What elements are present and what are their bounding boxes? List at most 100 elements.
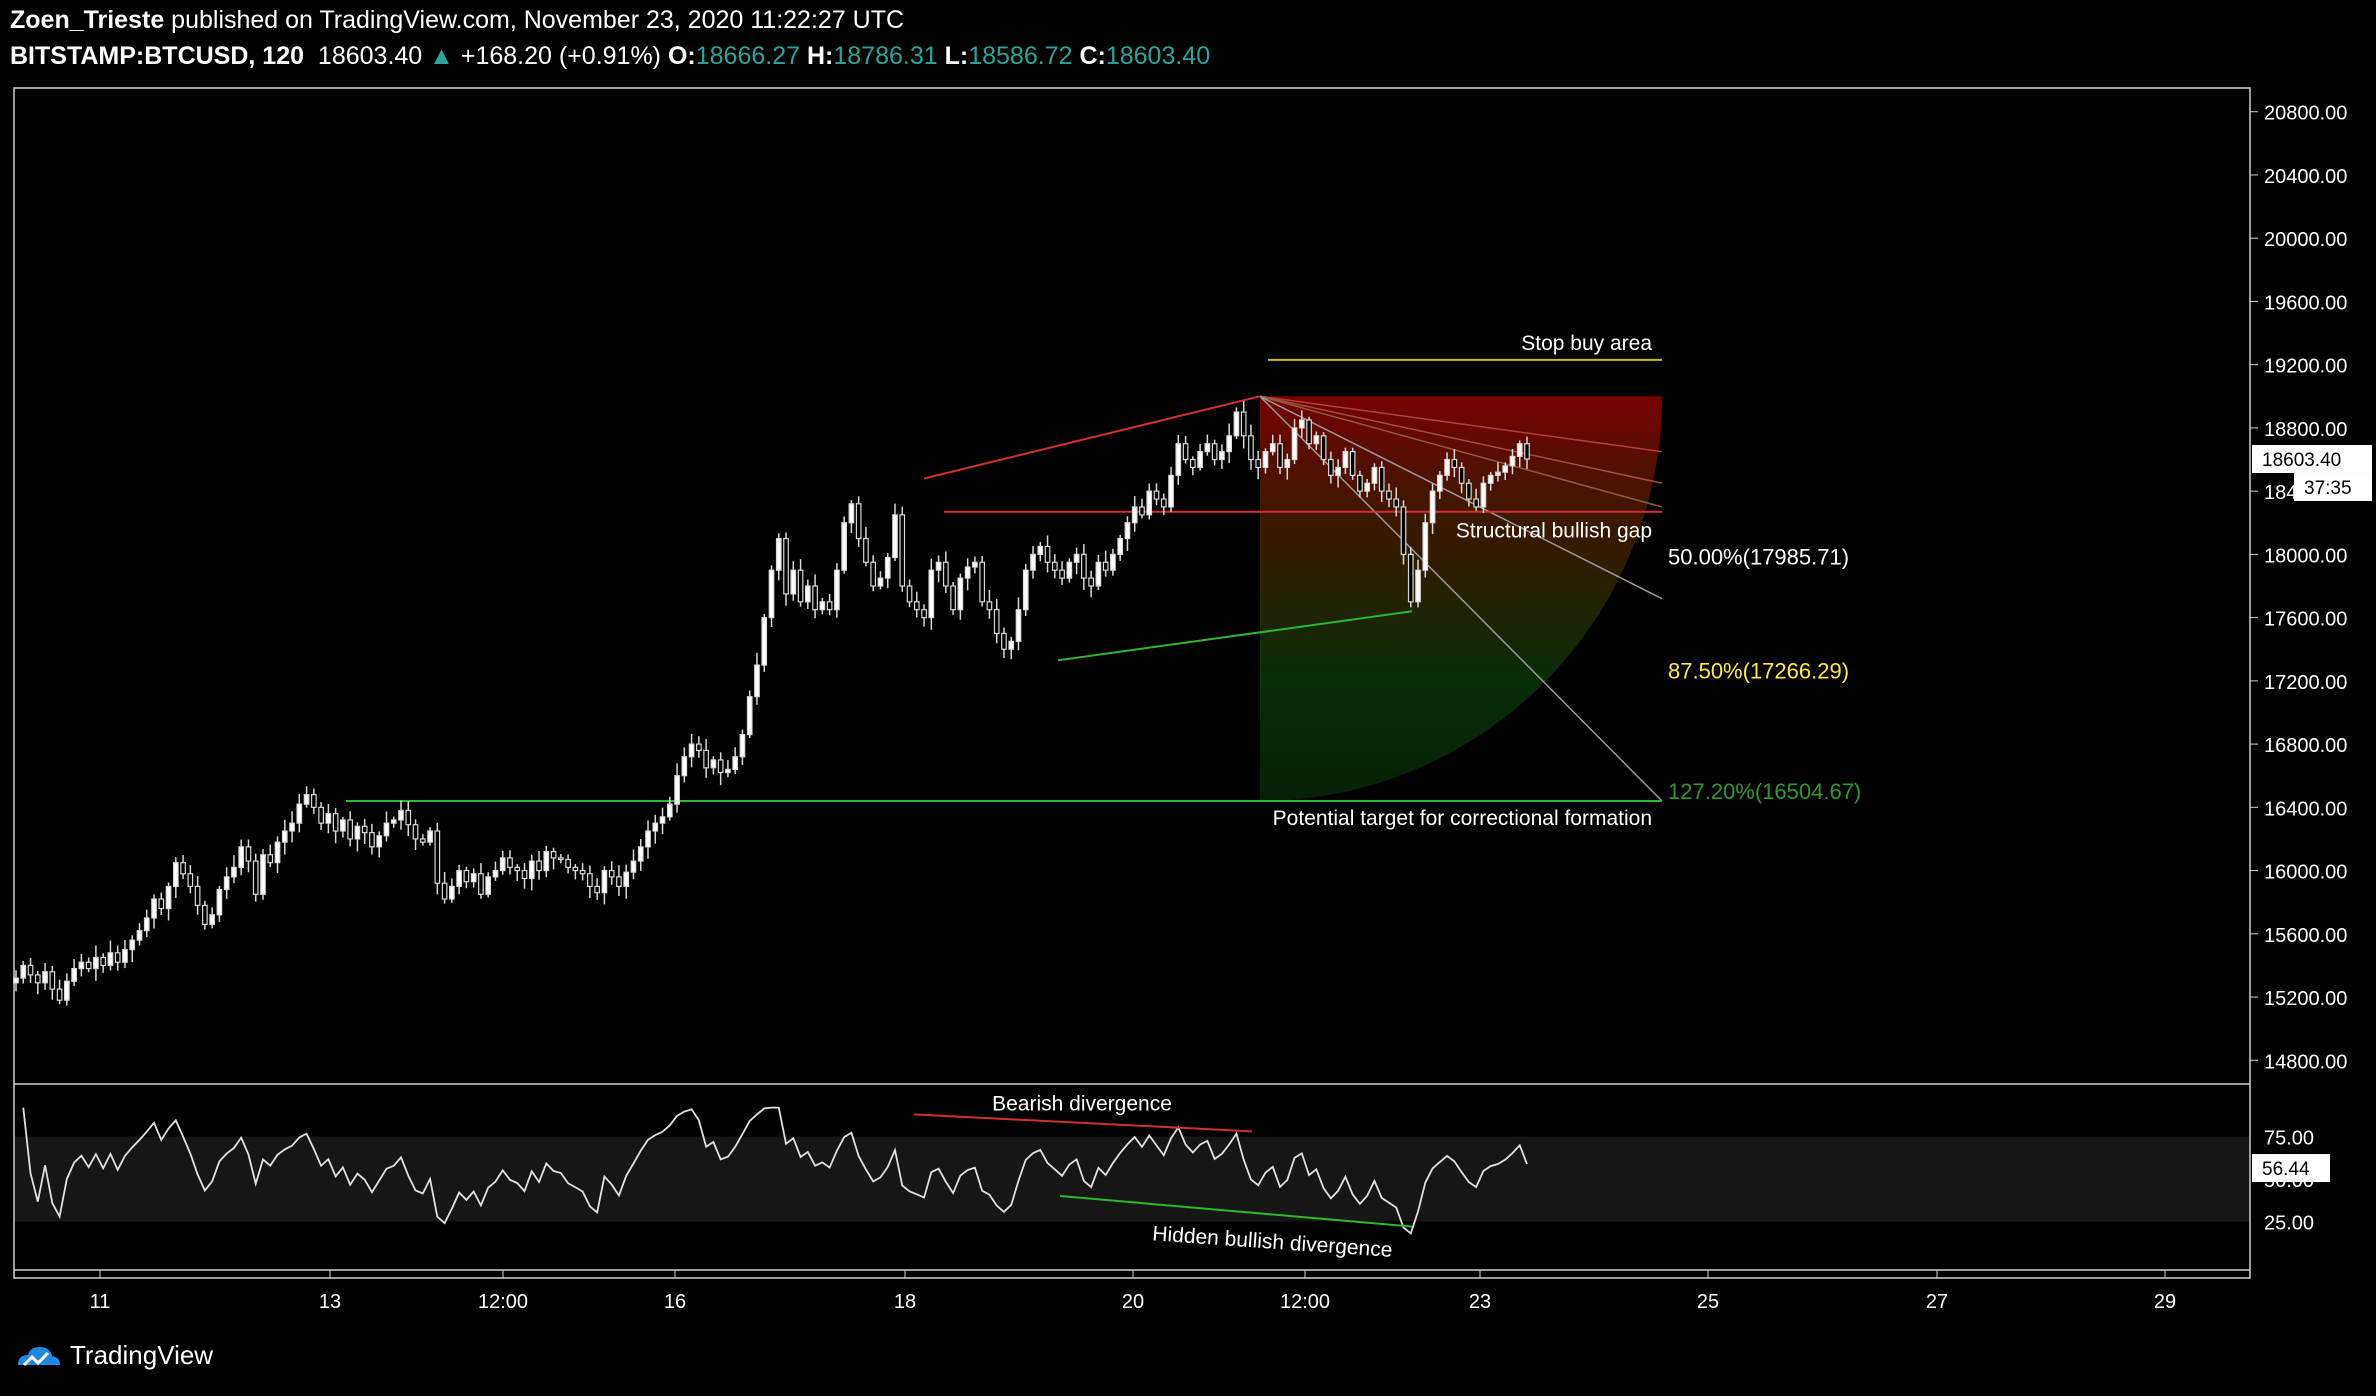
candle-body — [1291, 427, 1298, 461]
candle-body — [652, 822, 659, 832]
candle-body — [1219, 451, 1225, 461]
candle-body — [1407, 553, 1414, 603]
candle-body — [1386, 490, 1392, 500]
candle-body — [1502, 465, 1509, 473]
price-tick-label: 17600.00 — [2264, 609, 2347, 631]
candles — [13, 400, 1530, 1006]
author-name[interactable]: Zoen_Trieste — [10, 6, 165, 34]
fan-line — [1259, 395, 1663, 484]
candle-body — [754, 664, 760, 698]
candle-body — [202, 904, 208, 925]
time-tick-label: 12:00 — [1280, 1291, 1330, 1313]
candle-body — [666, 803, 673, 818]
candle-body — [1095, 561, 1102, 587]
candle-body — [478, 873, 484, 895]
candle-body — [703, 749, 709, 769]
candle-body — [826, 601, 833, 611]
candle-body — [565, 858, 571, 869]
candle-body — [1480, 482, 1487, 508]
candle-body — [470, 873, 477, 883]
time-tick-label: 27 — [1926, 1291, 1948, 1313]
candle-body — [761, 617, 768, 666]
candle-body — [1298, 419, 1305, 429]
candle-body — [419, 838, 426, 843]
candle-body — [957, 577, 964, 611]
price-tick-label: 20800.00 — [2264, 103, 2347, 125]
candle-body — [71, 967, 77, 982]
countdown-label: 37:35 — [2304, 478, 2352, 499]
candle-body — [1255, 458, 1262, 469]
candle-body — [514, 866, 521, 872]
fan-line — [1259, 395, 1663, 508]
candle-body — [1168, 474, 1174, 508]
candle-body — [187, 873, 194, 887]
last-price-label: 18603.40 — [2262, 450, 2341, 471]
candle-body — [528, 860, 535, 880]
candle-body — [245, 846, 252, 862]
candle-body — [645, 830, 651, 848]
bearish-trend-line — [923, 395, 1261, 480]
candle-body — [172, 862, 179, 887]
symbol-label: BITSTAMP:BTCUSD, 120 — [10, 42, 305, 70]
candle-body — [1015, 609, 1022, 642]
candle-body — [1248, 435, 1254, 461]
candle-body — [659, 816, 666, 824]
fan-line — [1259, 395, 1663, 802]
candle-body — [768, 569, 775, 619]
candle-body — [354, 825, 361, 840]
candle-body — [1458, 466, 1465, 484]
candle-body — [209, 914, 215, 925]
candle-body — [238, 846, 245, 869]
candle-body — [151, 898, 157, 919]
candle-body — [790, 569, 797, 595]
candle-body — [1328, 458, 1334, 476]
candle-body — [964, 566, 971, 579]
candle-body — [223, 876, 230, 891]
candle-body — [158, 898, 165, 910]
gap-label: Structural bullish gap — [1456, 520, 1652, 543]
candle-body — [572, 866, 579, 872]
last-price-box — [2252, 444, 2372, 473]
candle-body — [783, 537, 789, 595]
tradingview-logo-icon — [18, 1346, 60, 1366]
candle-body — [913, 601, 920, 611]
candle-body — [1335, 466, 1341, 476]
candle-body — [1124, 522, 1131, 540]
time-tick-label: 23 — [1469, 1291, 1491, 1313]
candle-body — [1516, 443, 1523, 457]
time-tick-label: 25 — [1697, 1291, 1719, 1313]
candle-body — [804, 585, 811, 603]
tradingview-brand[interactable]: TradingView — [14, 1340, 213, 1371]
candle-body — [1139, 506, 1145, 516]
last-price: 18603.40 — [317, 42, 423, 70]
candle-body — [1436, 474, 1443, 492]
candle-body — [543, 850, 550, 872]
price-tick-label: 18000.00 — [2264, 545, 2347, 567]
price-tick-label: 19200.00 — [2264, 356, 2347, 378]
candle-body — [993, 609, 1000, 635]
price-tick-label: 20000.00 — [2264, 229, 2347, 251]
candle-body — [93, 956, 99, 970]
candle-body — [1022, 569, 1029, 611]
candle-body — [1110, 553, 1116, 571]
candle-body — [318, 806, 324, 824]
candle-body — [1146, 490, 1153, 516]
candle-body — [587, 873, 593, 887]
candle-body — [979, 561, 986, 603]
candle-body — [550, 850, 557, 859]
candle-body — [296, 803, 303, 824]
candle-body — [1233, 411, 1240, 437]
candle-body — [696, 743, 702, 752]
candle-body — [739, 734, 746, 758]
candle-body — [630, 860, 637, 873]
candle-body — [717, 759, 724, 774]
axes: 20800.00 20400.00 20000.00 19600.00 19200.00… — [90, 103, 2372, 1313]
candle-body — [1059, 569, 1065, 579]
candle-body — [1175, 443, 1182, 476]
candle-body — [855, 503, 862, 540]
candle-body — [674, 775, 680, 805]
candle-body — [1364, 482, 1371, 492]
candle-body — [34, 974, 41, 984]
candle-body — [950, 585, 956, 611]
